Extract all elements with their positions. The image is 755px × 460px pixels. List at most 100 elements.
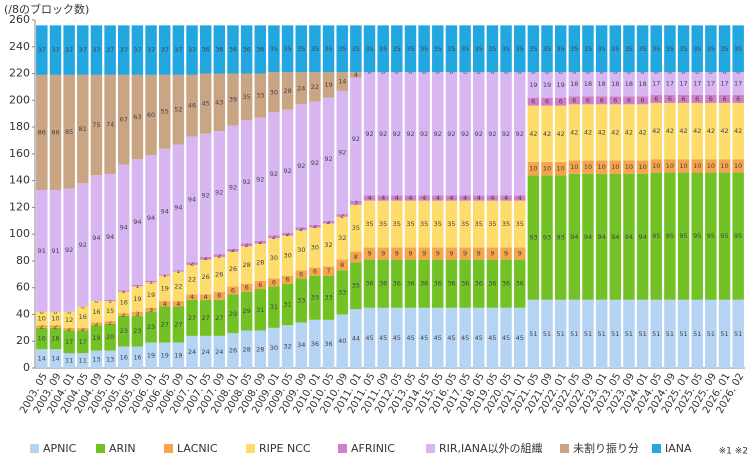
value-label: 9 [490, 250, 494, 258]
bar-segment [281, 283, 294, 326]
value-label: 23 [120, 327, 128, 335]
bar-segment [350, 200, 362, 205]
value-label: 31 [256, 306, 264, 314]
bar-segment [104, 25, 116, 75]
bar-segment [309, 72, 321, 102]
value-label: 45 [393, 334, 401, 342]
value-label: 26 [215, 270, 223, 278]
bar-segment [172, 144, 185, 271]
value-label: 24 [297, 84, 305, 92]
bar-segment [432, 195, 444, 201]
value-label: 94 [597, 233, 605, 241]
bar-segment [227, 333, 239, 368]
value-label: 9 [436, 250, 440, 258]
bar-segment [527, 72, 540, 98]
bar-segment [664, 102, 676, 160]
value-label: 2 [299, 225, 303, 233]
value-label: 4 [381, 194, 385, 202]
bar-segment [118, 290, 130, 292]
value-label: 9 [449, 250, 453, 258]
value-label: 94 [638, 233, 646, 241]
value-label: 92 [202, 191, 210, 199]
legend-swatch [652, 444, 661, 453]
bar-segment [445, 25, 458, 73]
bar-segment [445, 72, 458, 196]
bar-segment [158, 74, 171, 149]
value-label: 36 [324, 340, 332, 348]
value-label: 39 [229, 96, 237, 104]
value-label: 27 [202, 314, 210, 322]
value-label: 6 [299, 270, 303, 278]
bar-segment [623, 104, 635, 161]
bar-segment [172, 306, 185, 343]
bar-segment [432, 200, 444, 248]
bar-segment [131, 74, 144, 160]
bar-segment [418, 247, 430, 260]
y-tick-label: 180 [9, 120, 30, 133]
bar-segment [404, 200, 417, 248]
value-label: 36 [406, 280, 414, 288]
bar-segment [254, 240, 267, 244]
bar-segment [595, 72, 608, 97]
bar-segment [650, 72, 662, 95]
value-label: 35 [475, 45, 483, 53]
value-label: 42 [666, 127, 674, 135]
value-label: 22 [311, 83, 319, 91]
bar-segment [609, 104, 622, 161]
bar-segment [664, 25, 676, 73]
value-label: 10 [570, 163, 578, 171]
bar-segment [486, 200, 499, 248]
value-label: 2 [231, 246, 235, 254]
value-label: 4 [477, 194, 481, 202]
value-label: 94 [611, 233, 619, 241]
value-label: 20 [106, 333, 114, 341]
value-label: 81 [79, 125, 87, 133]
bar-segment [104, 350, 116, 368]
value-label: 92 [447, 130, 455, 138]
bar-segment [104, 74, 116, 174]
bar-segment [732, 72, 744, 95]
value-label: 43 [215, 98, 223, 106]
value-label: 35 [447, 220, 455, 228]
value-label: 27 [161, 321, 169, 329]
bar-segment [718, 72, 731, 95]
value-label: 42 [693, 127, 701, 135]
bar-segment [664, 172, 676, 300]
value-label: 36 [365, 280, 373, 288]
bar-segment [322, 319, 335, 368]
bar-segment [595, 25, 608, 73]
bar-segment [568, 25, 581, 73]
bar-segment [582, 299, 594, 368]
value-label: 40 [338, 337, 346, 345]
bar-segment [650, 25, 662, 73]
value-label: 7 [326, 267, 330, 275]
value-label: 37 [133, 46, 141, 54]
value-label: 92 [215, 189, 223, 197]
value-label: 10 [679, 162, 687, 170]
value-label: 2 [340, 211, 344, 219]
value-label: 51 [625, 330, 633, 338]
value-label: 6 [722, 95, 726, 103]
bar-segment [582, 173, 594, 300]
bar-segment [527, 25, 540, 73]
value-label: 10 [720, 162, 728, 170]
value-label: 42 [707, 127, 715, 135]
value-label: 19 [557, 81, 565, 89]
y-tick-label: 140 [9, 174, 30, 187]
value-label: 19 [529, 81, 537, 89]
value-label: 17 [79, 338, 87, 346]
value-label: 35 [406, 45, 414, 53]
value-label: 1 [163, 271, 167, 279]
bar-segment [609, 173, 622, 300]
bar-segment [213, 254, 226, 257]
bar-segment [500, 25, 512, 73]
value-label: 37 [92, 46, 100, 54]
value-label: 4 [408, 194, 412, 202]
bar-segment [199, 299, 212, 336]
bar-segment [240, 283, 253, 292]
bar-segment [90, 74, 103, 176]
bar-segment [568, 104, 581, 161]
bar-segment [77, 330, 89, 354]
